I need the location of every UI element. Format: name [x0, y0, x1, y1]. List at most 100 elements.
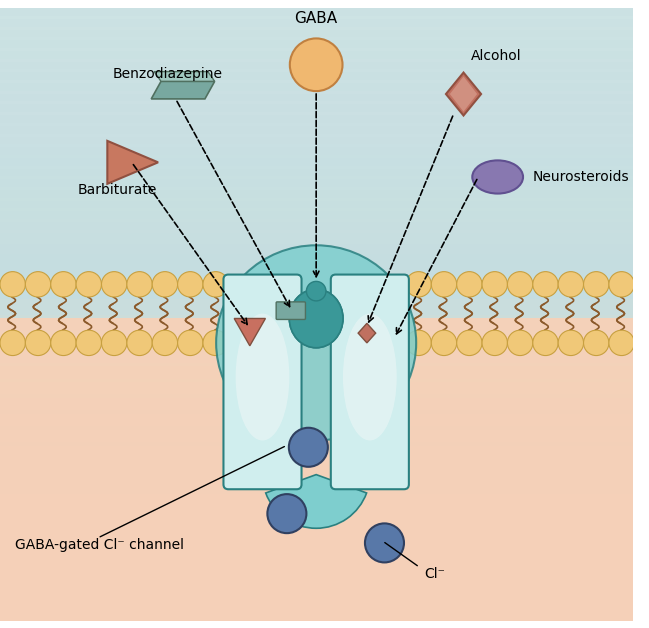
Circle shape [101, 330, 127, 355]
Circle shape [558, 272, 583, 297]
Circle shape [153, 272, 178, 297]
Circle shape [432, 272, 457, 297]
Polygon shape [0, 230, 633, 254]
Polygon shape [0, 273, 633, 297]
Polygon shape [0, 187, 633, 212]
FancyBboxPatch shape [331, 274, 409, 489]
Polygon shape [0, 379, 633, 398]
Circle shape [267, 494, 306, 533]
Circle shape [203, 330, 228, 355]
Wedge shape [265, 475, 367, 528]
Polygon shape [358, 323, 376, 343]
Polygon shape [0, 283, 633, 308]
Polygon shape [0, 554, 633, 573]
Circle shape [153, 330, 178, 355]
Circle shape [533, 272, 558, 297]
Text: Cl⁻: Cl⁻ [424, 567, 445, 581]
Circle shape [289, 428, 328, 467]
Circle shape [25, 272, 51, 297]
Polygon shape [0, 458, 633, 478]
Polygon shape [0, 362, 633, 382]
Polygon shape [0, 315, 633, 334]
Ellipse shape [236, 313, 289, 440]
Circle shape [558, 330, 583, 355]
Circle shape [482, 330, 508, 355]
Ellipse shape [289, 290, 343, 348]
Text: GABA-gated Cl⁻ channel: GABA-gated Cl⁻ channel [15, 538, 184, 552]
Ellipse shape [289, 290, 343, 348]
Polygon shape [0, 16, 633, 40]
Polygon shape [0, 112, 633, 136]
Polygon shape [450, 77, 477, 112]
Polygon shape [0, 299, 633, 318]
Polygon shape [151, 82, 215, 99]
Text: Barbiturate: Barbiturate [78, 183, 158, 197]
Polygon shape [0, 294, 633, 318]
Polygon shape [0, 442, 633, 462]
Circle shape [406, 330, 432, 355]
Polygon shape [0, 134, 633, 158]
Polygon shape [0, 347, 633, 366]
Polygon shape [0, 198, 633, 222]
Polygon shape [0, 251, 633, 276]
Circle shape [457, 272, 482, 297]
Polygon shape [0, 394, 633, 414]
Polygon shape [0, 176, 633, 201]
Polygon shape [0, 48, 633, 72]
Polygon shape [0, 8, 633, 318]
Circle shape [583, 272, 609, 297]
Circle shape [51, 330, 76, 355]
Circle shape [76, 330, 101, 355]
Polygon shape [0, 26, 633, 51]
Ellipse shape [472, 160, 523, 193]
Polygon shape [0, 219, 633, 244]
Polygon shape [0, 538, 633, 557]
Ellipse shape [216, 246, 416, 440]
Polygon shape [0, 123, 633, 148]
Polygon shape [0, 5, 633, 30]
Polygon shape [0, 37, 633, 62]
Circle shape [609, 272, 634, 297]
Polygon shape [0, 585, 633, 605]
Polygon shape [234, 318, 265, 346]
Polygon shape [0, 474, 633, 494]
Polygon shape [107, 141, 158, 184]
Circle shape [0, 330, 25, 355]
Polygon shape [0, 0, 633, 19]
Text: GABA: GABA [295, 11, 337, 26]
Circle shape [432, 330, 457, 355]
Circle shape [0, 272, 25, 297]
Text: Neurosteroids: Neurosteroids [533, 170, 630, 184]
Polygon shape [0, 102, 633, 126]
Polygon shape [0, 208, 633, 233]
Polygon shape [446, 73, 481, 116]
Polygon shape [0, 262, 633, 286]
Circle shape [365, 523, 404, 563]
Polygon shape [0, 522, 633, 541]
Circle shape [508, 272, 533, 297]
FancyBboxPatch shape [276, 302, 306, 320]
Polygon shape [0, 166, 633, 190]
Polygon shape [0, 602, 633, 621]
Circle shape [101, 272, 127, 297]
Polygon shape [0, 241, 633, 265]
Polygon shape [0, 80, 633, 104]
Circle shape [76, 272, 101, 297]
Circle shape [290, 38, 343, 91]
Text: Alcohol: Alcohol [471, 49, 522, 63]
Polygon shape [0, 411, 633, 430]
Circle shape [457, 330, 482, 355]
Polygon shape [0, 0, 633, 8]
Circle shape [178, 330, 203, 355]
Polygon shape [0, 58, 633, 83]
Polygon shape [0, 426, 633, 446]
Polygon shape [0, 318, 633, 621]
Polygon shape [0, 91, 633, 115]
Circle shape [51, 272, 76, 297]
FancyBboxPatch shape [223, 274, 302, 489]
Text: Benzodiazepine: Benzodiazepine [112, 67, 222, 80]
Circle shape [178, 272, 203, 297]
Circle shape [306, 281, 326, 301]
Circle shape [127, 272, 153, 297]
Polygon shape [0, 69, 633, 94]
